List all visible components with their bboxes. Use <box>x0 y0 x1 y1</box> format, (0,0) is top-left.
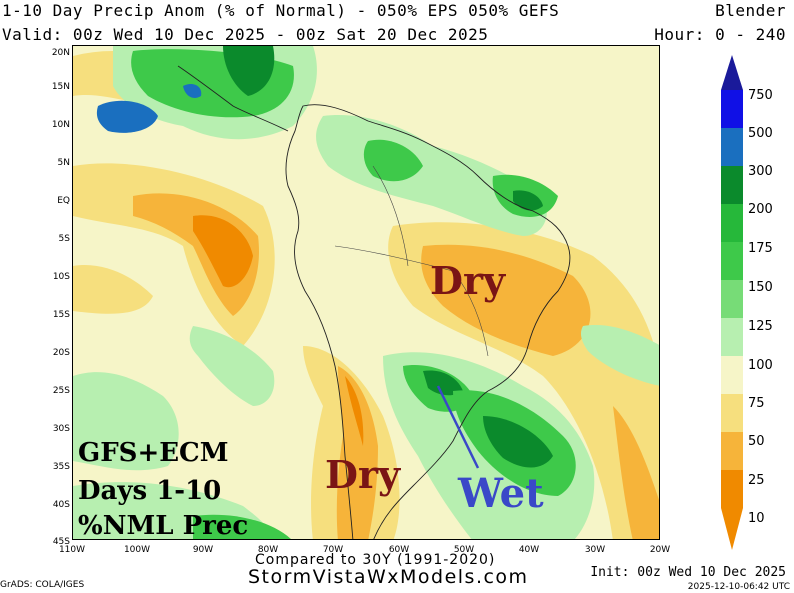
colorbar-label: 75 <box>748 396 765 411</box>
wet-annotation: Wet <box>458 470 544 517</box>
colorbar-label: 300 <box>748 164 773 179</box>
very-wet-zone <box>223 46 275 96</box>
valid-period: Valid: 00z Wed 10 Dec 2025 - 00z Sat 20 … <box>2 25 489 44</box>
lat-label: 5S <box>58 234 70 244</box>
very-wet-zone <box>513 190 543 211</box>
site-link[interactable]: StormVistaWxModels.com <box>248 566 529 588</box>
forecast-hour-range: Hour: 0 - 240 <box>654 25 786 44</box>
lon-label: 90W <box>192 545 214 555</box>
lat-label: 10S <box>52 272 70 282</box>
model-label: GFS+ECM <box>78 438 229 468</box>
colorbar-label: 150 <box>748 280 773 295</box>
lat-label: 15N <box>51 82 70 92</box>
colorbar-label: 10 <box>748 511 765 526</box>
wet-zone <box>189 326 275 406</box>
colorbar-label: 175 <box>748 241 773 256</box>
map-field-svg <box>73 46 659 539</box>
colorbar-bin <box>721 356 743 394</box>
wet-zone <box>193 514 291 539</box>
colorbar-bin <box>721 242 743 280</box>
dry-zone <box>421 244 591 356</box>
colorbar-bin <box>721 128 743 166</box>
colorbar-bin <box>721 432 743 470</box>
lon-label: 60W <box>388 545 410 555</box>
lat-label: 35S <box>52 462 70 472</box>
colorbar-bin <box>721 318 743 356</box>
colorbar-top-cap <box>721 55 743 90</box>
lon-label: 110W <box>58 545 86 555</box>
climatology-note: Compared to 30Y (1991-2020) <box>255 552 496 568</box>
lat-label: 10N <box>51 120 70 130</box>
lon-label: 50W <box>453 545 475 555</box>
lat-label: 15S <box>52 310 70 320</box>
dry-zone <box>336 366 378 539</box>
colorbar-bin <box>721 470 743 508</box>
colorbar-label: 200 <box>748 202 773 217</box>
lat-label: 20N <box>51 48 70 58</box>
colorbar-label: 25 <box>748 473 765 488</box>
lat-label: 5N <box>57 158 70 168</box>
lat-label: 45S <box>52 537 70 547</box>
lon-label: 20W <box>649 545 671 555</box>
lon-label: 30W <box>584 545 606 555</box>
lon-label: 40W <box>518 545 540 555</box>
colorbar-label: 750 <box>748 88 773 103</box>
product-name: Blender <box>715 1 786 20</box>
colorbar-label: 100 <box>748 358 773 373</box>
lat-label: 40S <box>52 500 70 510</box>
colorbar-bin <box>721 394 743 432</box>
very-wet-zone <box>183 84 202 98</box>
colorbar-bin <box>721 90 743 128</box>
very-wet-zone <box>483 416 553 468</box>
colorbar-bin <box>721 204 743 242</box>
wet-zone <box>580 325 659 386</box>
days-label: Days 1-10 <box>78 476 222 506</box>
lat-label: 25S <box>52 386 70 396</box>
wet-indicator-line <box>436 385 480 469</box>
generation-timestamp: 2025-12-10-06:42 UTC <box>687 582 790 592</box>
units-label: %NML Prec <box>78 511 249 541</box>
country-borders <box>334 165 489 357</box>
dry-annotation-north: Dry <box>430 258 506 303</box>
central-america-coastline <box>177 65 289 132</box>
wet-zone <box>363 139 423 182</box>
colorbar-bottom-cap <box>721 508 743 550</box>
lat-label: 20S <box>52 348 70 358</box>
colorbar-label: 500 <box>748 126 773 141</box>
dry-annotation-south: Dry <box>325 452 401 497</box>
colorbar-bin <box>721 166 743 204</box>
grads-credit: GrADS: COLA/IGES <box>0 580 85 590</box>
precip-anomaly-map <box>72 45 660 540</box>
colorbar <box>721 55 743 550</box>
lon-label: 70W <box>322 545 344 555</box>
wet-zone <box>73 372 179 471</box>
strong-dry-zone <box>193 215 253 288</box>
south-america-coastline <box>285 104 571 539</box>
colorbar-label: 50 <box>748 434 765 449</box>
very-wet-zone <box>96 100 158 133</box>
map-title: 1-10 Day Precip Anom (% of Normal) - 050… <box>2 1 560 20</box>
colorbar-bin <box>721 280 743 318</box>
colorbar-label: 125 <box>748 319 773 334</box>
init-time: Init: 00z Wed 10 Dec 2025 <box>590 565 786 580</box>
lon-label: 100W <box>123 545 151 555</box>
strong-dry-zone <box>345 376 364 446</box>
dry-zone <box>73 265 153 314</box>
lat-label: 30S <box>52 424 70 434</box>
lat-label: EQ <box>57 196 70 206</box>
very-wet-zone <box>423 370 463 396</box>
lon-label: 80W <box>257 545 279 555</box>
dry-zone <box>613 406 659 539</box>
